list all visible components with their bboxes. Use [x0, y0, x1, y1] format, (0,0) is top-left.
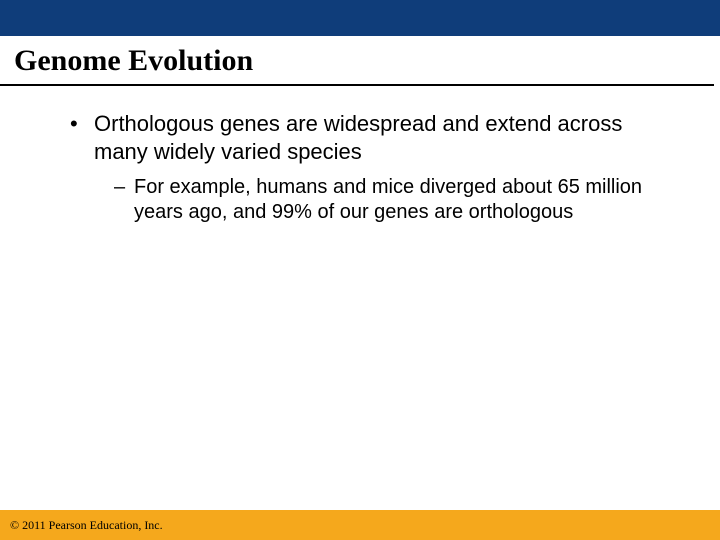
bullet-level-2-text: For example, humans and mice diverged ab… — [134, 176, 642, 223]
bullet-level-1: Orthologous genes are widespread and ext… — [40, 110, 680, 165]
bullet-level-2: For example, humans and mice diverged ab… — [40, 175, 680, 225]
copyright-text: © 2011 Pearson Education, Inc. — [10, 518, 163, 533]
footer-bar: © 2011 Pearson Education, Inc. — [0, 510, 720, 540]
slide-content: Orthologous genes are widespread and ext… — [0, 86, 720, 225]
slide-title: Genome Evolution — [0, 36, 714, 86]
bullet-level-1-text: Orthologous genes are widespread and ext… — [94, 111, 622, 164]
top-accent-bar — [0, 0, 720, 36]
